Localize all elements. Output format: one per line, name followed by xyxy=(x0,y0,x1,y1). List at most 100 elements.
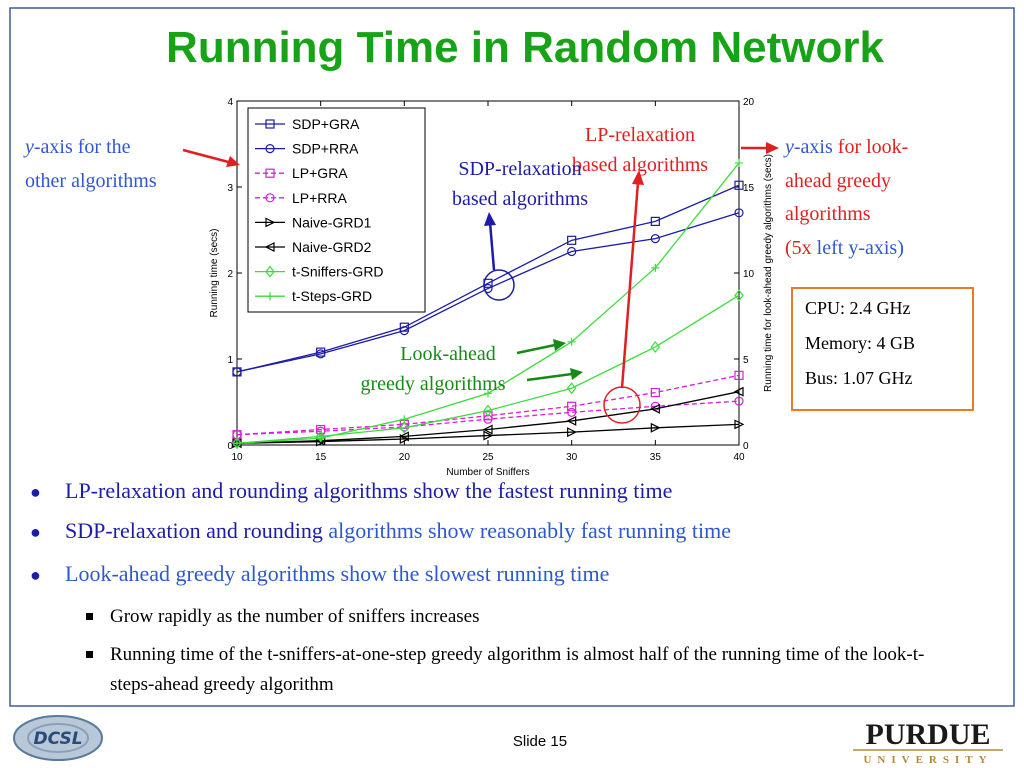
arrow-head xyxy=(766,142,779,154)
marker xyxy=(400,415,409,424)
bullet-dot: ● xyxy=(30,522,41,542)
slide-title: Running Time in Random Network xyxy=(166,23,884,72)
bullet-part: SDP-relaxation and rounding xyxy=(65,518,323,543)
y-tick-label: 4 xyxy=(227,97,233,108)
x-tick-label: 10 xyxy=(231,452,243,463)
marker xyxy=(483,404,493,417)
marker xyxy=(399,421,410,434)
right-axis-note: y-axis for look- xyxy=(783,136,908,158)
marker xyxy=(316,349,326,359)
y2-axis-label: Running time for look-ahead greedy algor… xyxy=(763,154,774,392)
highlight-circle xyxy=(603,386,641,424)
marker xyxy=(398,431,409,442)
legend-label: SDP+GRA xyxy=(292,116,360,132)
left-axis-note: y-axis for the xyxy=(23,136,131,158)
bullet: Look-ahead greedy algorithms show the sl… xyxy=(65,561,610,586)
spec-line: Memory: 4 GB xyxy=(805,333,915,353)
marker xyxy=(266,292,274,301)
marker xyxy=(650,422,661,433)
highlight-circle xyxy=(483,269,515,301)
marker xyxy=(567,401,577,411)
y-tick-label: 1 xyxy=(227,355,233,366)
y2-tick-label: 15 xyxy=(743,183,755,194)
arrow xyxy=(620,181,640,389)
logo-text: DCSL xyxy=(33,729,82,749)
sdp-note: SDP-relaxation xyxy=(458,158,581,180)
legend-box xyxy=(247,107,426,313)
marker xyxy=(566,415,577,426)
marker xyxy=(399,326,409,336)
slide-number: Slide 15 xyxy=(513,733,567,750)
spec-box xyxy=(791,287,974,411)
marker xyxy=(265,265,275,278)
spec-line: CPU: 2.4 GHz xyxy=(805,298,911,318)
note-part: for look- xyxy=(838,136,909,158)
marker xyxy=(567,246,577,257)
marker xyxy=(734,289,744,302)
arrow xyxy=(526,372,573,382)
y-tick-label: 0 xyxy=(227,441,233,452)
arrow-head xyxy=(553,339,566,351)
marker xyxy=(734,419,745,430)
legend-label: Naive-GRD2 xyxy=(292,239,372,255)
bullet-dot: ● xyxy=(30,482,41,502)
greedy-note: Look-ahead xyxy=(400,343,496,365)
note-part: -axis for the xyxy=(34,136,131,158)
marker xyxy=(734,208,744,218)
legend-label: t-Steps-GRD xyxy=(292,288,372,304)
lp-note: LP-relaxation xyxy=(585,124,695,146)
right-axis-note: ahead greedy xyxy=(785,170,891,192)
marker xyxy=(567,235,577,245)
legend-label: Naive-GRD1 xyxy=(292,214,372,230)
right-axis-note: (5x left y-axis) xyxy=(785,237,904,259)
y-axis-label: Running time (secs) xyxy=(209,229,220,318)
marker xyxy=(265,217,276,228)
y-tick-label: 2 xyxy=(227,269,233,280)
note-part: y xyxy=(783,136,794,158)
y2-tick-label: 20 xyxy=(743,97,755,108)
logo-text: UNIVERSITY xyxy=(863,754,992,766)
legend-label: LP+RRA xyxy=(292,190,348,206)
legend-label: SDP+RRA xyxy=(292,141,359,157)
x-axis-label: Number of Sniffers xyxy=(446,467,529,478)
spec-line: Bus: 1.07 GHz xyxy=(805,368,913,388)
sdp-note: based algorithms xyxy=(452,188,588,210)
arrow-head xyxy=(226,156,240,167)
sub-bullet-mark xyxy=(86,613,93,620)
x-tick-label: 35 xyxy=(650,452,662,463)
sub-bullet: Grow rapidly as the number of sniffers i… xyxy=(110,606,480,627)
marker xyxy=(316,434,325,443)
marker xyxy=(264,242,275,252)
marker xyxy=(483,430,494,441)
marker xyxy=(650,234,660,244)
marker xyxy=(484,389,492,398)
sub-bullet: Running time of the t-sniffers-at-one-st… xyxy=(110,644,925,695)
legend-label: t-Sniffers-GRD xyxy=(292,264,384,280)
bullet: LP-relaxation and rounding algorithms sh… xyxy=(65,478,673,503)
bullet: SDP-relaxation and rounding algorithms s… xyxy=(65,518,731,544)
arrow xyxy=(516,343,556,355)
arrow xyxy=(182,148,237,166)
greedy-note: greedy algorithms xyxy=(361,373,506,395)
series-line xyxy=(236,184,740,373)
marker xyxy=(733,386,744,397)
marker xyxy=(650,216,660,226)
x-tick-label: 30 xyxy=(566,452,578,463)
note-part: left y-axis) xyxy=(817,237,904,259)
y2-tick-label: 10 xyxy=(743,269,755,280)
logo-left: DCSL xyxy=(13,715,103,761)
marker xyxy=(735,158,743,167)
y2-tick-label: 0 xyxy=(743,441,749,452)
x-tick-label: 20 xyxy=(399,452,411,463)
bullet-part: algorithms show reasonably fast running … xyxy=(328,518,732,543)
marker xyxy=(734,180,744,190)
arrow-head xyxy=(484,212,496,226)
right-axis-note: algorithms xyxy=(785,203,871,225)
slide-frame xyxy=(9,7,1015,707)
series-line xyxy=(236,212,740,373)
y2-tick-label: 5 xyxy=(743,355,749,366)
legend-label: LP+GRA xyxy=(292,165,348,181)
